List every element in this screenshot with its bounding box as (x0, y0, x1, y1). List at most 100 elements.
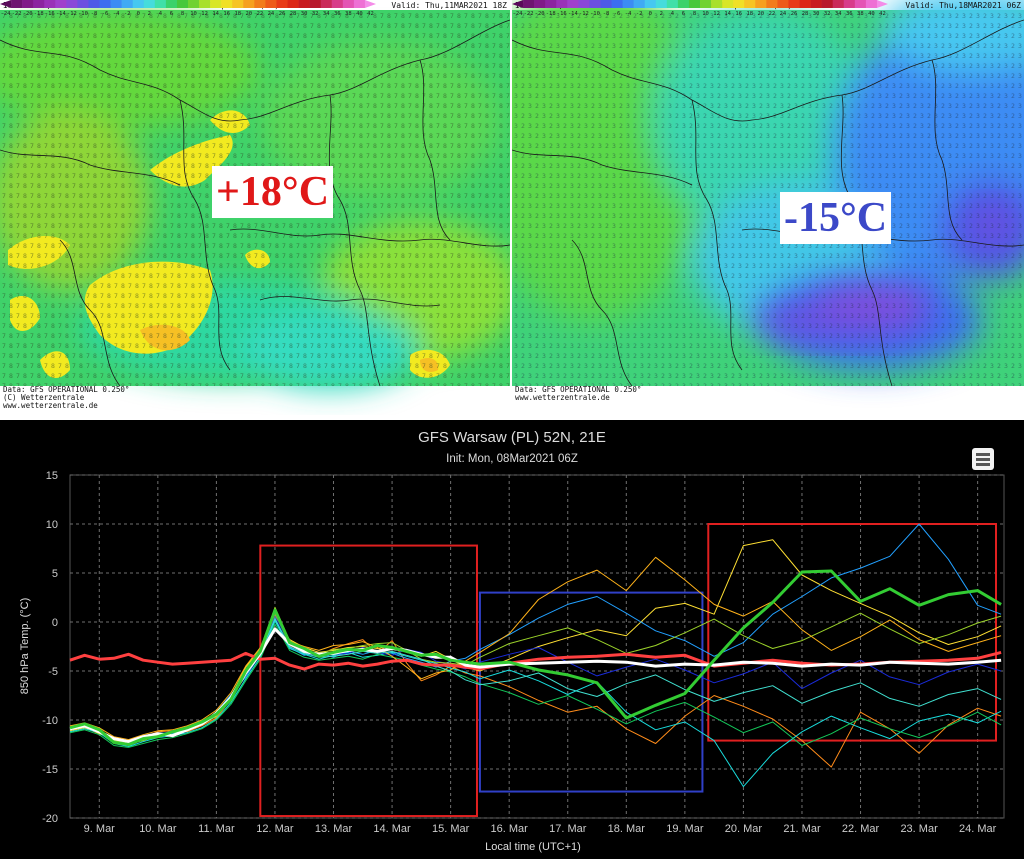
color-scale-label: 6 (170, 11, 173, 16)
series-line (69, 523, 1002, 743)
color-scale-label: 18 (746, 11, 753, 16)
series-line (69, 569, 1002, 746)
footer-line: (C) Wetterzentrale (3, 393, 85, 402)
color-scale-swatch (66, 0, 78, 8)
color-scale-swatch (121, 0, 134, 8)
color-scale-swatch (44, 0, 56, 8)
color-scale-label: 10 (702, 11, 709, 16)
color-scale-label: -2 (636, 11, 643, 16)
color-scale-label: -24 (513, 11, 524, 16)
color-scale-label: -12 (579, 11, 589, 16)
color-scale-label: -8 (91, 11, 98, 16)
color-scale-swatch (788, 0, 800, 8)
color-scale-swatch (854, 0, 867, 8)
color-scale-swatch (700, 0, 712, 8)
x-axis-label: Local time (UTC+1) (485, 841, 581, 853)
color-scale-swatch (210, 0, 222, 8)
series-line (69, 620, 1002, 788)
y-tick-label: -10 (42, 715, 58, 727)
color-scale-swatch (711, 0, 723, 8)
x-tick-label: 19. Mar (666, 823, 704, 835)
color-scale-swatch (810, 0, 822, 8)
color-scale-swatch (843, 0, 856, 8)
color-scale-label: 32 (312, 11, 319, 16)
y-tick-label: 15 (46, 470, 58, 482)
color-scale-swatch (22, 0, 34, 8)
min-temp-map-image: 3 2 (512, 0, 1024, 387)
color-scale-label: 24 (780, 11, 787, 16)
color-scale-label: 20 (246, 11, 253, 16)
color-scale-label: 8 (181, 11, 184, 16)
color-scale-swatch (722, 0, 734, 8)
y-tick-label: -20 (42, 813, 58, 825)
color-scale-swatch (0, 0, 12, 8)
color-scale-swatch (99, 0, 111, 8)
color-scale-label: 26 (791, 11, 798, 16)
color-scale-swatch (567, 0, 579, 8)
color-scale-label: 12 (201, 11, 208, 16)
max-temp-map-footer: Data: GFS OPERATIONAL 0.250° (C) Wetterz… (0, 386, 129, 410)
color-scale-label: -16 (45, 11, 55, 16)
hamburger-menu-icon[interactable] (972, 448, 994, 470)
color-scale-swatch (777, 0, 789, 8)
color-scale-swatch (876, 0, 888, 8)
color-scale-swatch (11, 0, 23, 8)
color-scale-swatch (232, 0, 244, 8)
color-scale-label: 2 (660, 11, 663, 16)
color-scale-label: 34 (323, 11, 330, 16)
chart-subtitle: Init: Mon, 08Mar2021 06Z (446, 453, 578, 465)
color-scale-swatch (298, 0, 310, 8)
color-scale-swatch (265, 0, 277, 8)
x-tick-label: 12. Mar (256, 823, 294, 835)
color-scale-label: -20 (535, 11, 545, 16)
color-scale-swatch (744, 0, 756, 8)
color-scale-label: 36 (846, 11, 853, 16)
series-line (69, 650, 1002, 671)
color-scale-swatch (110, 0, 122, 8)
color-scale-label: 6 (682, 11, 685, 16)
x-tick-label: 11. Mar (198, 823, 235, 835)
min-temp-badge: -15°C (780, 192, 892, 244)
temperature-color-scale: -24 -22 -20 -18 -16 -14 -12 -10 -8 -6 -4 -2 0 2 4 6 8 10 1… (512, 0, 888, 16)
color-scale-swatch (221, 0, 233, 8)
color-scale-swatch (309, 0, 322, 8)
color-scale-swatch (165, 0, 178, 8)
color-scale-label: 20 (758, 11, 765, 16)
color-scale-swatch (512, 0, 524, 8)
color-scale-label: 34 (835, 11, 842, 16)
color-scale-label: 36 (334, 11, 341, 16)
color-scale-label: 38 (345, 11, 352, 16)
color-scale-swatch (77, 0, 89, 8)
color-scale-label: 4 (671, 11, 675, 16)
map-valid-label: Valid: Thu,11MAR2021 18Z (391, 1, 507, 10)
color-scale-label: 18 (234, 11, 241, 16)
min-temp-map: 3 2 (512, 0, 1024, 415)
y-tick-label: 0 (52, 617, 58, 629)
color-scale-label: 24 (268, 11, 275, 16)
highlight-box (707, 523, 997, 742)
color-scale-swatch (287, 0, 299, 8)
color-scale-label: -24 (1, 11, 12, 16)
color-scale-label: -18 (546, 11, 556, 16)
color-scale-label: 40 (356, 11, 363, 16)
color-scale-label: 14 (724, 11, 731, 16)
color-scale-label: 2 (148, 11, 151, 16)
color-scale-swatch (611, 0, 623, 8)
color-scale-label: -12 (67, 11, 77, 16)
temperature-color-scale: -24 -22 -20 -18 -16 -14 -12 -10 -8 -6 -4 -2 0 2 4 6 8 10 1… (0, 0, 376, 16)
color-scale-label: 28 (802, 11, 809, 16)
color-scale-swatch (578, 0, 590, 8)
color-scale-label: 26 (279, 11, 286, 16)
color-scale-swatch (364, 0, 376, 8)
series-line (69, 556, 1002, 741)
color-scale-label: -8 (603, 11, 610, 16)
footer-line: www.wetterzentrale.de (3, 401, 98, 410)
color-scale-label: 42 (879, 11, 886, 16)
color-scale-swatch (755, 0, 767, 8)
color-scale-label: 10 (190, 11, 197, 16)
color-scale-swatch (633, 0, 646, 8)
color-scale-swatch (243, 0, 255, 8)
color-scale-swatch (55, 0, 67, 8)
y-tick-label: 5 (52, 568, 58, 580)
color-scale-swatch (644, 0, 657, 8)
